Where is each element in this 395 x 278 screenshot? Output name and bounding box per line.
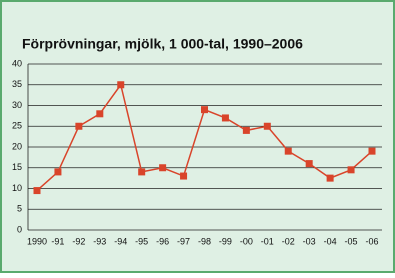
x-tick-label: -94 [114, 236, 127, 246]
x-tick-label: -96 [156, 236, 169, 246]
x-tick-label: -95 [135, 236, 148, 246]
data-point [284, 147, 292, 155]
data-point [138, 168, 146, 176]
y-tick-label: 10 [12, 183, 22, 193]
data-point [201, 106, 208, 114]
data-point [159, 164, 167, 172]
chart-title: Förprövningar, mjölk, 1 000-tal, 1990–20… [22, 36, 303, 52]
data-point [305, 160, 313, 168]
y-tick-label: 15 [12, 162, 22, 172]
x-tick-label: -06 [365, 236, 378, 246]
x-tick-label: -99 [219, 236, 232, 246]
x-tick-label: -00 [240, 236, 253, 246]
y-tick-label: 25 [12, 121, 22, 131]
data-point [263, 122, 271, 130]
data-point [326, 174, 334, 182]
data-point [33, 187, 41, 195]
data-point [75, 122, 83, 130]
data-point [347, 166, 355, 174]
data-point [96, 110, 104, 118]
y-tick-label: 5 [17, 204, 22, 214]
y-tick-label: 35 [12, 79, 22, 89]
x-tick-label: -98 [198, 236, 211, 246]
y-tick-label: 40 [12, 58, 22, 68]
y-tick-label: 30 [12, 100, 22, 110]
y-tick-label: 20 [12, 141, 22, 151]
x-tick-label: 1990 [27, 236, 47, 246]
x-tick-label: -03 [303, 236, 316, 246]
x-tick-label: -92 [72, 236, 85, 246]
x-tick-label: -93 [93, 236, 106, 246]
y-tick-label: 0 [17, 224, 22, 234]
data-point [242, 126, 250, 134]
x-tick-label: -91 [51, 236, 64, 246]
data-point [221, 114, 229, 122]
x-tick-label: -05 [345, 236, 358, 246]
data-point [180, 172, 188, 180]
x-tick-label: -01 [261, 236, 274, 246]
x-tick-label: -97 [177, 236, 190, 246]
data-point [117, 81, 125, 89]
data-point [368, 147, 376, 155]
x-tick-label: -02 [282, 236, 295, 246]
x-tick-label: -04 [324, 236, 337, 246]
data-point [54, 168, 62, 176]
